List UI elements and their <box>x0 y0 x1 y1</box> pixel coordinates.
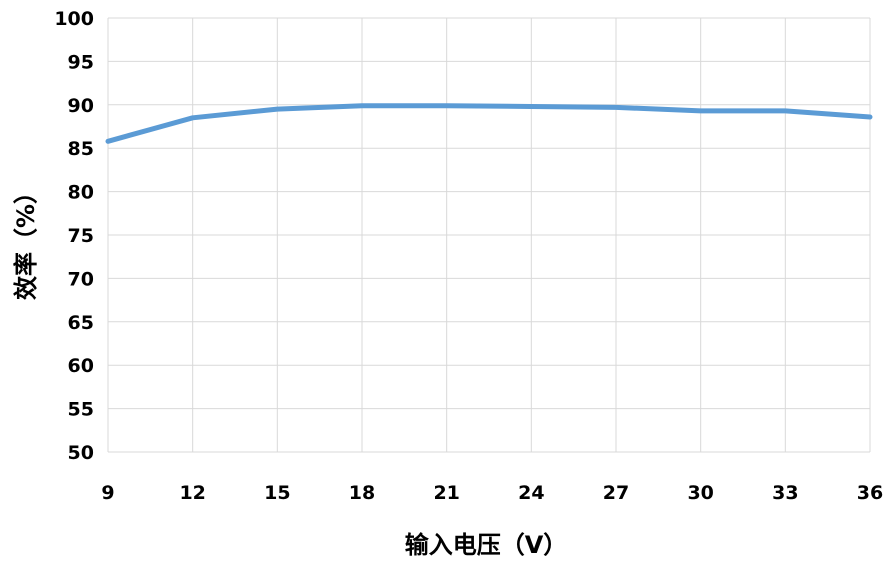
grid <box>107 17 871 453</box>
series-line-0 <box>105 103 873 144</box>
y-tick-label: 100 <box>54 8 94 30</box>
x-tick-label: 12 <box>179 482 205 504</box>
x-tick-label: 30 <box>687 482 713 504</box>
y-tick-label: 60 <box>68 355 94 377</box>
y-axis-title: 效率（%） <box>12 180 40 300</box>
y-tick-label: 70 <box>68 268 94 290</box>
series-lines <box>105 103 873 144</box>
y-tick-label: 80 <box>68 182 94 204</box>
y-tick-label: 85 <box>68 138 94 160</box>
x-tick-label: 36 <box>857 482 883 504</box>
y-tick-label: 55 <box>68 399 94 421</box>
x-tick-label: 33 <box>772 482 798 504</box>
x-tick-label: 18 <box>349 482 375 504</box>
x-tick-label: 24 <box>518 482 544 504</box>
y-tick-label: 65 <box>68 312 94 334</box>
x-tick-label: 9 <box>101 482 114 504</box>
y-tick-label: 95 <box>68 51 94 73</box>
x-axis-tick-labels: 9 12 15 18 21 24 27 30 33 36 <box>101 482 883 504</box>
y-tick-label: 50 <box>68 442 94 464</box>
x-tick-label: 15 <box>264 482 290 504</box>
y-axis-tick-labels: 50 55 60 65 70 75 80 85 90 95 100 <box>54 8 94 464</box>
y-tick-label: 75 <box>68 225 94 247</box>
y-tick-label: 90 <box>68 95 94 117</box>
x-tick-label: 27 <box>603 482 629 504</box>
x-axis-title: 输入电压（V） <box>405 531 568 559</box>
x-tick-label: 21 <box>433 482 459 504</box>
